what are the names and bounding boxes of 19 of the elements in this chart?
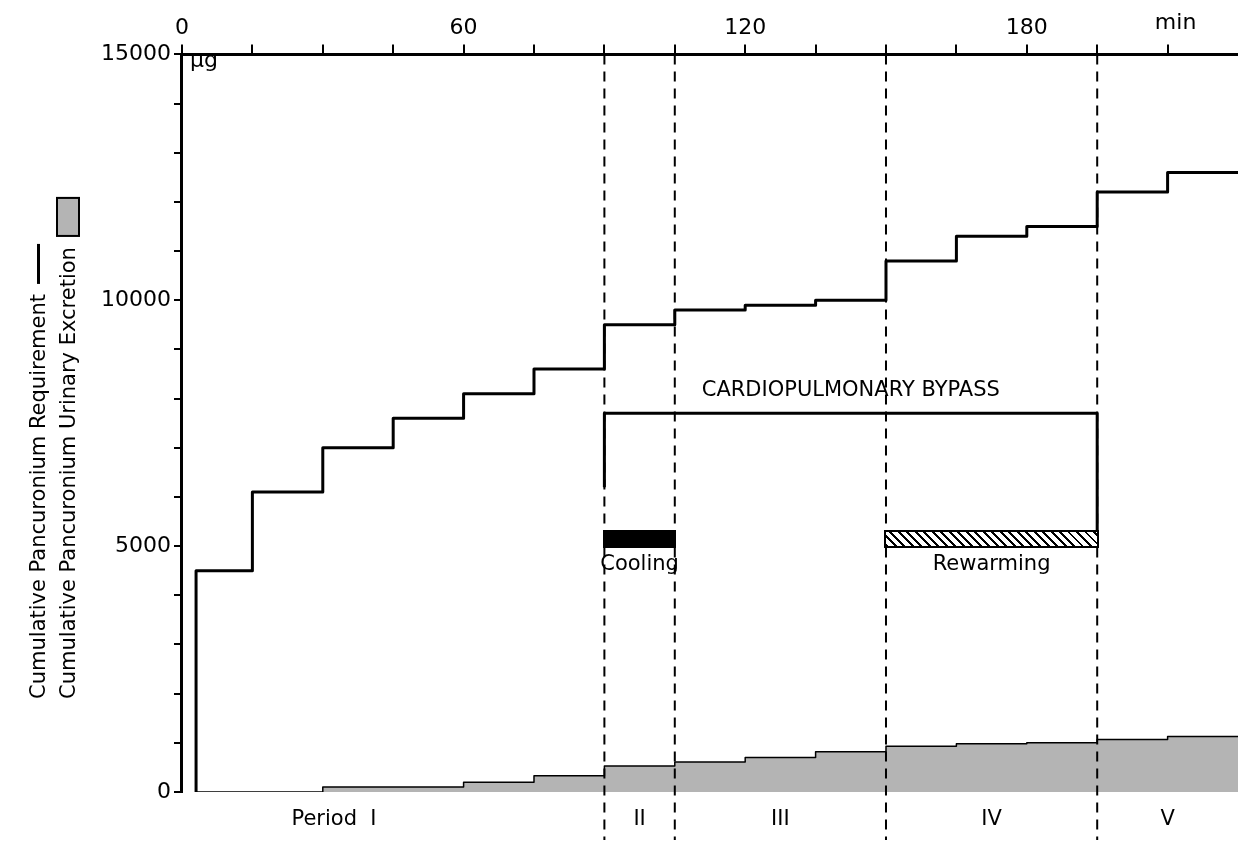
y-tick-label: 0: [156, 777, 171, 803]
y-tick-label: 15000: [100, 40, 171, 66]
x-tick-label: 120: [724, 13, 767, 39]
legend-label: Cumulative Pancuronium Urinary Excretion: [55, 247, 81, 699]
x-tick-label: 180: [1005, 13, 1048, 39]
x-tick-label: 60: [449, 13, 478, 39]
x-tick-label: 0: [174, 13, 189, 39]
y-tick-label: 5000: [114, 531, 171, 557]
text: III: [771, 806, 790, 831]
text: Period I: [291, 806, 377, 831]
text: II: [633, 806, 646, 831]
text: V: [1160, 806, 1176, 831]
annotation: Rewarming: [932, 551, 1051, 576]
x-axis-title: min: [1154, 8, 1197, 34]
annotation: CARDIOPULMONARY BYPASS: [701, 376, 1000, 401]
annotation: Cooling: [600, 551, 679, 576]
text: IV: [981, 806, 1003, 831]
y-tick-label: 10000: [100, 285, 171, 311]
legend-label: Cumulative Pancuronium Requirement: [25, 293, 51, 699]
